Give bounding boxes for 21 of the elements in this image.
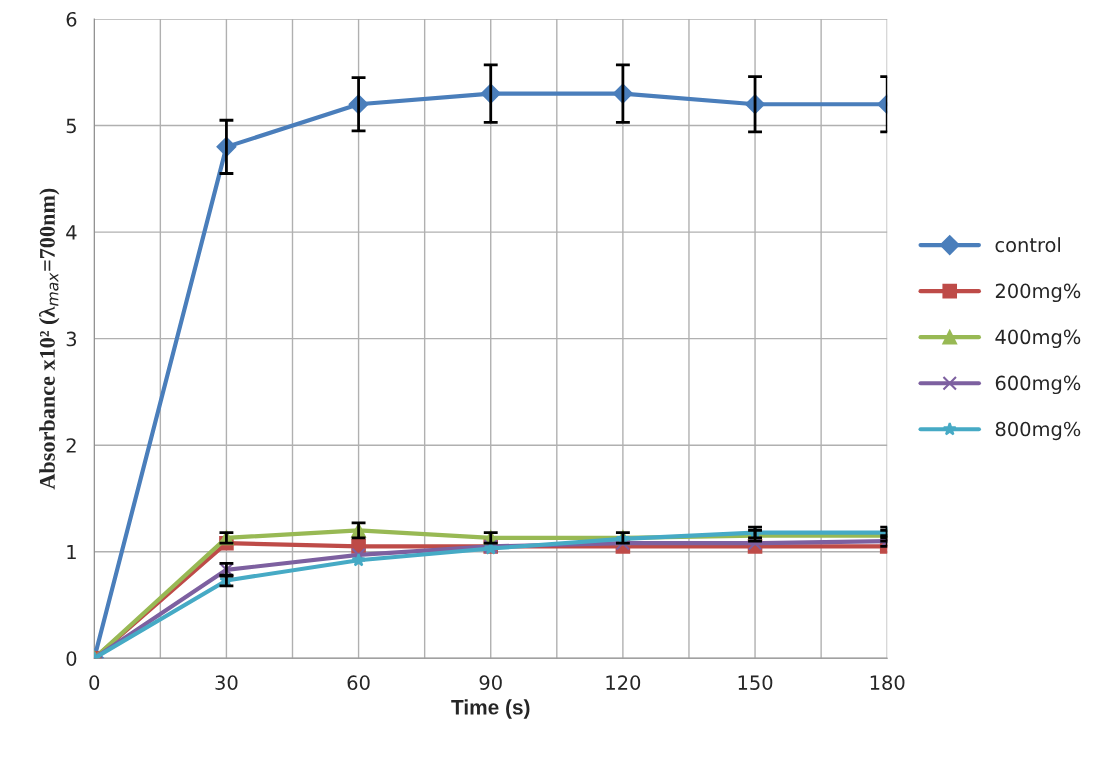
y-tick-label: 4 [66, 225, 77, 240]
y-tick-label: 0 [66, 651, 77, 666]
x-tick-label: 180 [870, 675, 905, 690]
y-tick-label: 5 [66, 118, 76, 134]
x-tick-label: 120 [606, 675, 641, 690]
y-tick-label: 3 [66, 331, 77, 347]
legend-label: control [995, 237, 1061, 253]
y-tick-label: 6 [66, 11, 77, 27]
legend-label: 600mg% [995, 375, 1081, 395]
x-tick-label: 90 [479, 675, 502, 690]
legend-label: 200mg% [995, 283, 1081, 303]
y-axis-title: Absorbance x10² (λ$_{max}$=700nm) [39, 188, 60, 490]
x-tick-label: 150 [738, 675, 773, 690]
x-tick-label: 30 [215, 675, 238, 690]
x-axis-title: Time (s) [451, 699, 530, 719]
legend-label: 400mg% [995, 329, 1081, 349]
x-tick-label: 0 [89, 675, 100, 690]
y-tick-label: 1 [67, 544, 76, 560]
x-tick-label: 60 [347, 675, 370, 690]
legend-label: 800mg% [995, 421, 1081, 441]
y-tick-label: 2 [66, 438, 76, 453]
